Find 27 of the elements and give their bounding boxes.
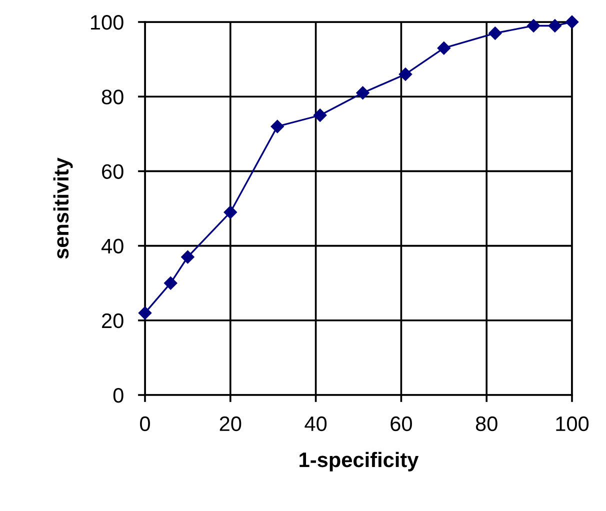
y-tick-label: 40 [101,238,124,254]
point [138,306,152,320]
point [526,19,540,32]
point [313,108,327,122]
y-tick-label: 80 [102,90,124,104]
x-tick-label: 0 [140,416,150,432]
x-axis-title: 1-specificity [300,452,419,472]
y-tick-label: 0 [113,388,124,403]
point [270,120,284,134]
point [548,19,562,32]
x-tick-label: 100 [556,416,589,432]
y-axis-title: sensitivity [53,158,73,259]
point [488,26,502,40]
y-tick-label: 60 [102,164,124,179]
x-tick-label: 40 [304,416,327,432]
x-tick-label: 60 [390,416,412,432]
point [356,86,370,100]
point [164,276,178,290]
point [181,250,194,264]
y-tick-label: 20 [102,313,124,328]
point [224,206,237,219]
y-tick-label: 100 [91,15,124,30]
point [398,68,412,81]
x-tick-label: 20 [220,416,242,432]
point [565,15,579,29]
point [437,42,450,55]
x-tick-label: 80 [476,416,498,432]
